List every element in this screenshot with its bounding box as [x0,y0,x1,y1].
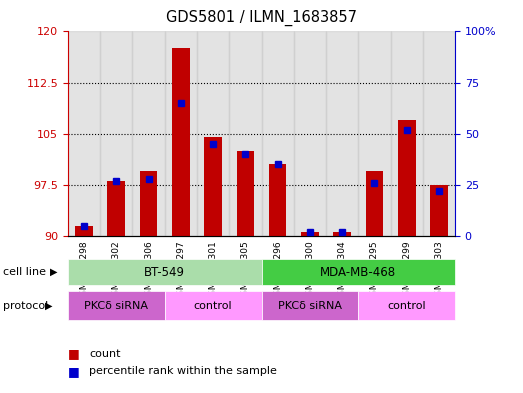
Bar [398,120,415,236]
Bar [204,137,222,236]
Bar [391,31,423,236]
Bar [358,31,391,236]
Bar [262,31,294,236]
Bar [262,291,358,320]
Bar [75,226,93,236]
Bar [326,31,358,236]
Text: percentile rank within the sample: percentile rank within the sample [89,366,277,376]
Bar [100,31,132,236]
Bar [68,259,262,285]
Bar [229,31,262,236]
Text: PKCδ siRNA: PKCδ siRNA [278,301,342,310]
Bar [236,151,254,236]
Text: ▶: ▶ [45,301,52,311]
Bar [197,31,229,236]
Text: BT-549: BT-549 [144,266,185,279]
Text: protocol: protocol [3,301,48,311]
Bar [430,185,448,236]
Bar [333,232,351,236]
Text: cell line: cell line [3,267,46,277]
Bar [140,171,157,236]
Bar [68,291,165,320]
Text: GDS5801 / ILMN_1683857: GDS5801 / ILMN_1683857 [166,10,357,26]
Bar [423,31,455,236]
Bar [68,31,100,236]
Bar [358,291,455,320]
Bar [132,31,165,236]
Bar [165,291,262,320]
Bar [165,31,197,236]
Bar [262,259,455,285]
Text: control: control [388,301,426,310]
Text: PKCδ siRNA: PKCδ siRNA [84,301,149,310]
Text: count: count [89,349,120,359]
Text: MDA-MB-468: MDA-MB-468 [320,266,396,279]
Text: ■: ■ [68,365,79,378]
Bar [108,181,125,236]
Text: control: control [194,301,232,310]
Bar [301,232,319,236]
Text: ■: ■ [68,347,79,360]
Text: ▶: ▶ [50,267,57,277]
Bar [172,48,190,236]
Bar [294,31,326,236]
Bar [269,164,287,236]
Bar [366,171,383,236]
